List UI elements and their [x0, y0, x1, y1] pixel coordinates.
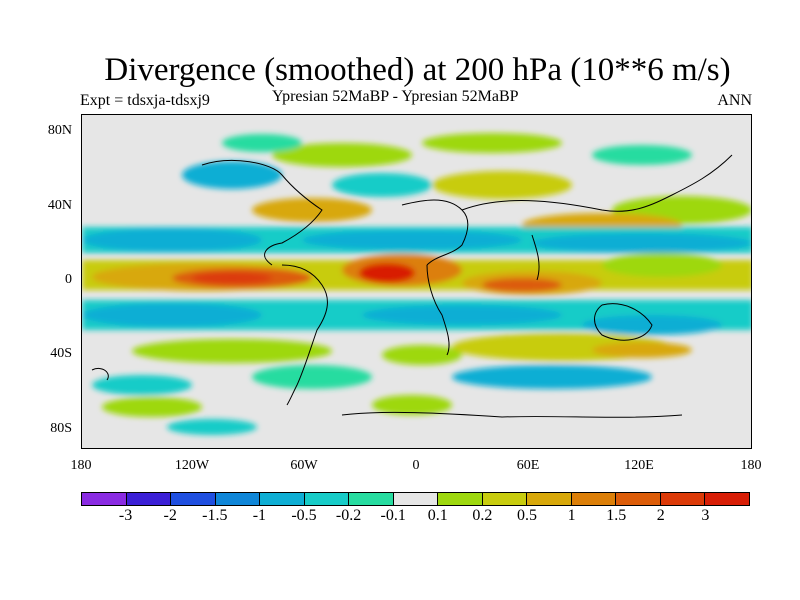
colorbar-swatch-2: [171, 493, 216, 505]
lon-tick-0: 0: [412, 458, 420, 473]
colorbar-label-2: -1.5: [202, 507, 228, 524]
colorbar-label-0: -3: [118, 507, 133, 524]
colorbar-label-8: 0.2: [472, 507, 493, 524]
colorbar-label-3: -1: [252, 507, 267, 524]
lat-tick-40n: 40N: [47, 198, 72, 213]
colorbar-swatch-3: [215, 493, 261, 505]
divergence-field: [82, 115, 751, 448]
colorbar-label-13: 3: [701, 507, 710, 524]
lat-tick-40s: 40S: [50, 346, 72, 361]
lat-tick-80s: 80S: [50, 421, 72, 436]
colorbar-swatch-5: [304, 493, 350, 505]
colorbar-swatch-8: [438, 493, 483, 505]
colorbar-label-6: -0.1: [380, 507, 406, 524]
colorbar-label-1: -2: [163, 507, 177, 524]
lat-tick-equator: 0: [65, 272, 72, 287]
colorbar-label-11: 1.5: [606, 507, 627, 524]
season-label: ANN: [717, 92, 752, 109]
colorbar-swatch-12: [616, 493, 661, 505]
lon-tick-180w: 180: [70, 458, 92, 473]
plot-title: Divergence (smoothed) at 200 hPa (10**6 …: [104, 52, 731, 88]
lon-tick-120e: 120E: [624, 458, 654, 473]
map-plot-area: [81, 114, 752, 449]
colorbar-swatch-14: [705, 493, 749, 505]
colorbar-swatch-4: [260, 493, 305, 505]
lon-tick-120w: 120W: [174, 458, 210, 473]
colorbar: [81, 492, 750, 506]
lat-tick-80n: 80N: [47, 123, 72, 138]
colorbar-swatch-10: [527, 493, 572, 505]
colorbar-swatch-0: [82, 493, 127, 505]
lon-tick-60e: 60E: [516, 458, 540, 473]
colorbar-swatch-1: [126, 493, 172, 505]
colorbar-swatch-7: [393, 493, 439, 505]
coastlines: [91, 154, 733, 418]
colorbar-swatch-13: [660, 493, 706, 505]
period-label: Ypresian 52MaBP - Ypresian 52MaBP: [272, 88, 519, 105]
colorbar-label-12: 2: [656, 507, 665, 524]
colorbar-label-4: -0.5: [291, 507, 317, 524]
colorbar-label-7: 0.1: [427, 507, 448, 524]
colorbar-swatch-9: [482, 493, 528, 505]
colorbar-label-10: 1: [567, 507, 576, 524]
colorbar-swatch-6: [349, 493, 394, 505]
lon-tick-180e: 180: [740, 458, 762, 473]
experiment-label: Expt = tdsxja-tdsxj9: [80, 92, 210, 109]
colorbar-swatch-11: [571, 493, 617, 505]
lon-tick-60w: 60W: [290, 458, 318, 473]
colorbar-label-9: 0.5: [517, 507, 537, 524]
colorbar-label-5: -0.2: [335, 507, 362, 524]
